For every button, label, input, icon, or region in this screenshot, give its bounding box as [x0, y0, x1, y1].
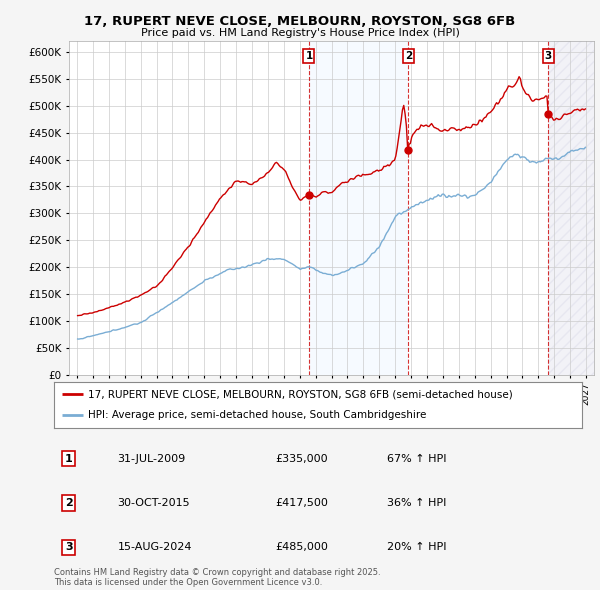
Text: 67% ↑ HPI: 67% ↑ HPI	[386, 454, 446, 464]
Text: 2: 2	[405, 51, 412, 61]
Text: 3: 3	[65, 542, 73, 552]
Text: 31-JUL-2009: 31-JUL-2009	[118, 454, 185, 464]
Text: 1: 1	[65, 454, 73, 464]
Bar	[548, 41, 594, 375]
Text: 36% ↑ HPI: 36% ↑ HPI	[386, 498, 446, 508]
Text: 30-OCT-2015: 30-OCT-2015	[118, 498, 190, 508]
Text: £485,000: £485,000	[276, 542, 329, 552]
Text: £335,000: £335,000	[276, 454, 328, 464]
Text: 17, RUPERT NEVE CLOSE, MELBOURN, ROYSTON, SG8 6FB (semi-detached house): 17, RUPERT NEVE CLOSE, MELBOURN, ROYSTON…	[88, 389, 513, 399]
Bar	[309, 41, 409, 375]
Text: HPI: Average price, semi-detached house, South Cambridgeshire: HPI: Average price, semi-detached house,…	[88, 410, 427, 420]
Text: 3: 3	[545, 51, 552, 61]
Text: Price paid vs. HM Land Registry's House Price Index (HPI): Price paid vs. HM Land Registry's House …	[140, 28, 460, 38]
Text: 15-AUG-2024: 15-AUG-2024	[118, 542, 192, 552]
Text: 20% ↑ HPI: 20% ↑ HPI	[386, 542, 446, 552]
Text: 1: 1	[305, 51, 313, 61]
Text: 2: 2	[65, 498, 73, 508]
Text: 17, RUPERT NEVE CLOSE, MELBOURN, ROYSTON, SG8 6FB: 17, RUPERT NEVE CLOSE, MELBOURN, ROYSTON…	[85, 15, 515, 28]
Text: £417,500: £417,500	[276, 498, 329, 508]
Text: Contains HM Land Registry data © Crown copyright and database right 2025.
This d: Contains HM Land Registry data © Crown c…	[54, 568, 380, 587]
